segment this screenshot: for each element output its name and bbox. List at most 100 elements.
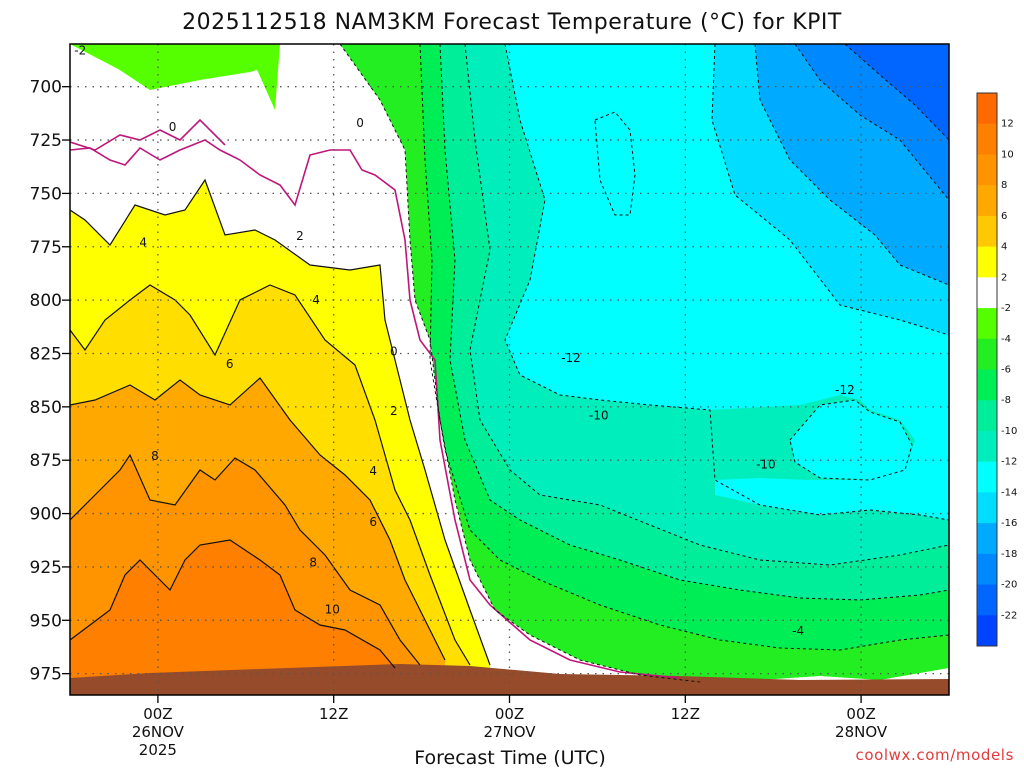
region-green-top bbox=[80, 44, 280, 110]
contour-label: -2 bbox=[74, 43, 86, 57]
colorbar-band bbox=[977, 492, 997, 524]
colorbar-label: 12 bbox=[1001, 119, 1014, 130]
contour-label: 8 bbox=[151, 449, 159, 463]
colorbar-label: -2 bbox=[1001, 303, 1011, 314]
colorbar-label: 6 bbox=[1001, 211, 1007, 222]
contour-line-minus14 bbox=[754, 44, 949, 286]
contour-label: 6 bbox=[226, 357, 234, 371]
contour-label: 2 bbox=[296, 229, 304, 243]
colorbar-label: 2 bbox=[1001, 272, 1007, 283]
contour-line-plus6 bbox=[70, 377, 446, 661]
contour-label: 4 bbox=[139, 236, 147, 250]
colorbar-label: 8 bbox=[1001, 180, 1007, 191]
y-tick-label: 800 bbox=[30, 291, 62, 311]
colorbar-band bbox=[977, 185, 997, 217]
colorbar-band bbox=[977, 246, 997, 278]
colorbar-band bbox=[977, 523, 997, 555]
credit-link[interactable]: coolwx.com/models bbox=[856, 746, 1015, 764]
y-tick-label: 700 bbox=[30, 78, 62, 98]
contour-line-zero-top bbox=[70, 118, 226, 151]
colorbar-band bbox=[977, 215, 997, 248]
colorbar-label: -14 bbox=[1001, 487, 1017, 498]
region-plus-10 bbox=[70, 540, 395, 695]
contour-label: -12 bbox=[835, 383, 855, 397]
colorbar-label: -10 bbox=[1001, 426, 1017, 437]
colorbar-label: -16 bbox=[1001, 518, 1017, 529]
colorbar-band bbox=[977, 584, 997, 616]
colorbar-band bbox=[977, 615, 997, 647]
contour-line-minus8 bbox=[464, 44, 949, 566]
contour-label: 8 bbox=[309, 556, 317, 570]
colorbar-label: -18 bbox=[1001, 549, 1017, 560]
colorbar-band bbox=[977, 308, 997, 340]
contour-line-minus12-pocket bbox=[789, 399, 913, 481]
colorbar-band bbox=[977, 461, 997, 493]
colorbar-band bbox=[977, 277, 997, 309]
colorbar-band bbox=[977, 430, 997, 463]
contour-line-minus16 bbox=[794, 44, 949, 201]
plot-area bbox=[70, 44, 949, 695]
y-tick-label: 725 bbox=[30, 131, 62, 151]
colorbar-label: -4 bbox=[1001, 334, 1011, 345]
contour-label: 4 bbox=[312, 293, 320, 307]
x-tick-label: 00Z bbox=[846, 705, 875, 723]
colorbar-band bbox=[977, 553, 997, 586]
contour-label: -10 bbox=[589, 408, 609, 422]
contour-line-plus8 bbox=[70, 453, 421, 666]
y-tick-label: 900 bbox=[30, 505, 62, 525]
y-tick-label: 950 bbox=[30, 611, 62, 631]
y-tick-label: 875 bbox=[30, 451, 62, 471]
chart-title: 2025112518 NAM3KM Forecast Temperature (… bbox=[182, 10, 842, 35]
colorbar-label: -6 bbox=[1001, 365, 1011, 376]
y-tick-label: 775 bbox=[30, 238, 62, 258]
y-tick-label: 850 bbox=[30, 398, 62, 418]
y-tick-label: 975 bbox=[30, 665, 62, 685]
colorbar-label: 4 bbox=[1001, 242, 1007, 253]
contour-label: -4 bbox=[792, 624, 804, 638]
contour-label: 6 bbox=[369, 515, 377, 529]
contour-line-plus2 bbox=[70, 178, 491, 666]
colorbar-band bbox=[977, 369, 997, 401]
x-tick-label: 00Z bbox=[143, 705, 172, 723]
x-tick-date: 26NOV bbox=[132, 723, 185, 741]
colorbar-frame bbox=[976, 92, 998, 647]
colorbar: 12 10 8 6 4 2 -2 -4 -6 -8 -10 -12 -14 -16 -18 -20 -22 bbox=[976, 92, 1017, 647]
x-tick-year: 2025 bbox=[139, 741, 177, 759]
contour-line-zero bbox=[70, 139, 681, 679]
x-tick-label: 12Z bbox=[671, 705, 700, 723]
contour-label: 2 bbox=[390, 404, 398, 418]
y-axis: 700 725 750 775 800 825 850 875 900 925 950 975 bbox=[30, 78, 70, 685]
colorbar-label: -12 bbox=[1001, 457, 1017, 468]
colorbar-band bbox=[977, 123, 997, 155]
contour-label: 0 bbox=[390, 344, 398, 358]
contour-labels: -2 0 0 4 2 4 6 0 2 8 4 6 8 10 -12 -10 -10 -12 -4 bbox=[74, 43, 855, 638]
contour-line-minus10-island bbox=[594, 111, 636, 216]
colorbar-band bbox=[977, 400, 997, 432]
colorbar-band bbox=[977, 338, 997, 370]
x-tick-date: 28NOV bbox=[835, 723, 888, 741]
contour-label: 0 bbox=[356, 116, 364, 130]
x-tick-date: 27NOV bbox=[483, 723, 536, 741]
y-tick-label: 750 bbox=[30, 184, 62, 204]
contour-label: 4 bbox=[369, 464, 377, 478]
contour-label: 0 bbox=[169, 120, 177, 134]
x-tick-label: 12Z bbox=[319, 705, 348, 723]
colorbar-band bbox=[977, 93, 997, 125]
x-axis-label: Forecast Time (UTC) bbox=[414, 747, 605, 768]
y-tick-label: 825 bbox=[30, 344, 62, 364]
terrain-surface bbox=[70, 664, 949, 695]
colorbar-label: -22 bbox=[1001, 610, 1017, 621]
contour-lines bbox=[70, 44, 949, 683]
contour-line-plus10 bbox=[70, 539, 396, 669]
colorbar-band bbox=[977, 154, 997, 186]
y-tick-label: 925 bbox=[30, 558, 62, 578]
contour-line-minus4 bbox=[419, 44, 949, 651]
colorbar-label: -20 bbox=[1001, 580, 1017, 591]
contour-label: 10 bbox=[325, 603, 340, 617]
contour-line-minus2 bbox=[339, 44, 701, 683]
colorbar-label: -8 bbox=[1001, 395, 1011, 406]
contour-label: -10 bbox=[756, 457, 776, 471]
x-tick-label: 00Z bbox=[495, 705, 524, 723]
